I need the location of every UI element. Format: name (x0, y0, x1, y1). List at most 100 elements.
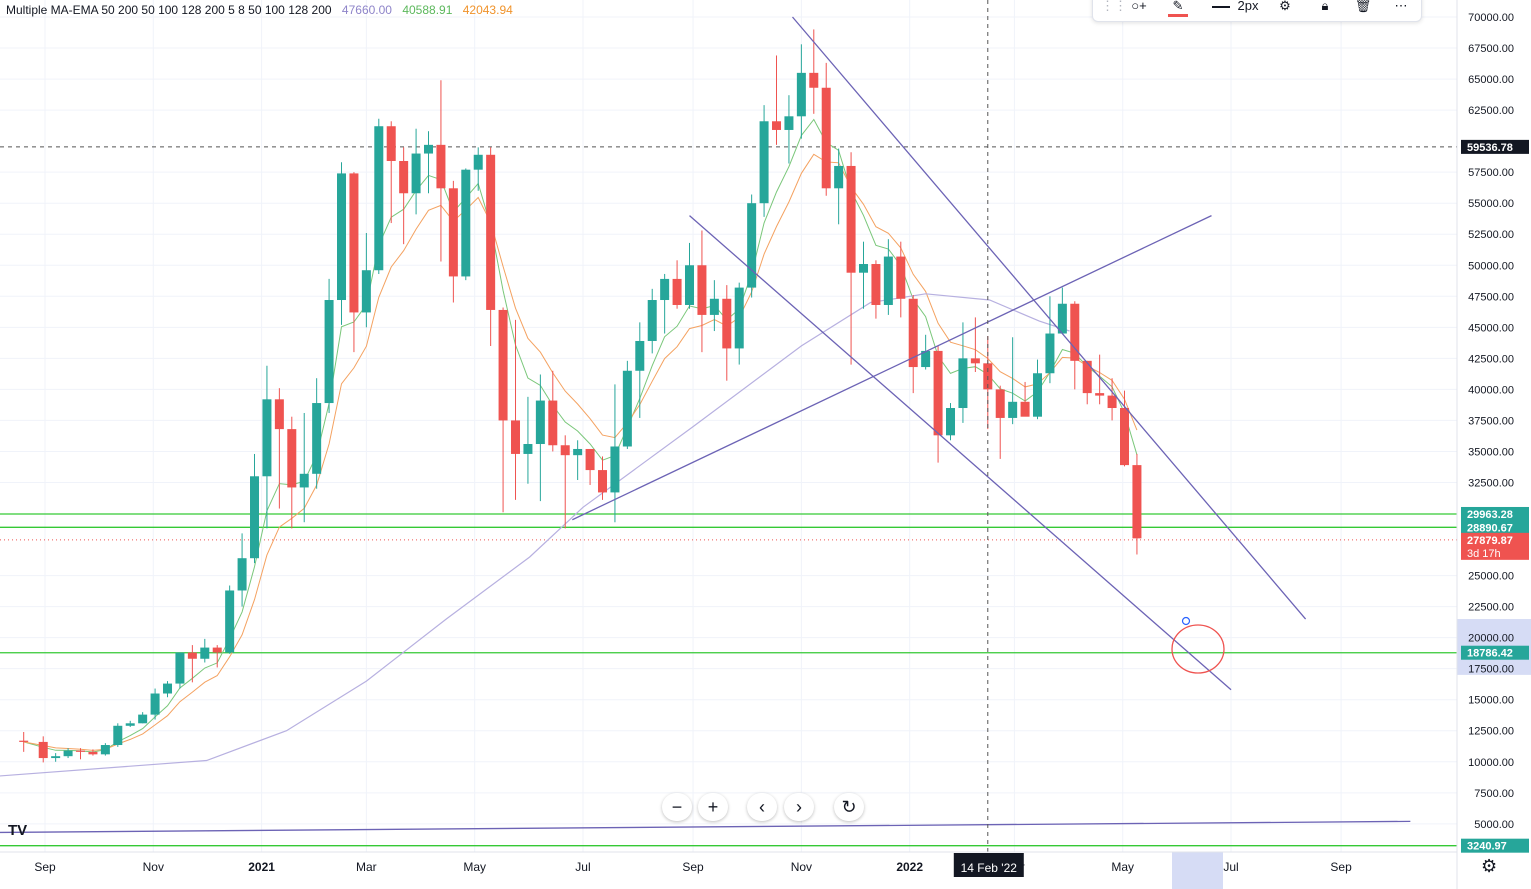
circle-annotation[interactable] (1171, 624, 1225, 674)
zoom-in-button[interactable]: + (698, 793, 728, 821)
time-highlight-band (1172, 852, 1223, 889)
scroll-right-button[interactable]: › (784, 793, 814, 821)
crosshair-date-label: 14 Feb '22 (961, 861, 1018, 875)
time-axis[interactable]: SepNov2021MarMayJulSepNov2022MarMayJulSe… (0, 0, 1458, 889)
candle-down (88, 751, 98, 755)
candle-up (113, 725, 123, 746)
candle-up (150, 693, 160, 715)
minus-icon: − (671, 797, 683, 817)
candle-up (796, 72, 806, 117)
pencil-icon[interactable]: ✎ (1167, 0, 1189, 17)
candle-down (970, 358, 980, 364)
candle-up (51, 756, 61, 759)
tradingview-logo[interactable]: TV (8, 822, 28, 839)
price-label-bg (1461, 838, 1529, 853)
time-tick-label: Sep (34, 860, 56, 874)
candle-down (399, 160, 409, 194)
candle-up (958, 358, 968, 409)
candle-down (871, 264, 881, 305)
trendline (572, 215, 1212, 521)
time-tick-label: Jul (575, 860, 590, 874)
trash-icon[interactable]: 🗑︎ (1354, 0, 1372, 13)
price-tick-label: 42500.00 (1468, 353, 1514, 365)
candle-down (672, 278, 682, 305)
candle-up (63, 750, 73, 757)
price-tick-label: 50000.00 (1468, 260, 1514, 272)
scroll-left-button[interactable]: ‹ (747, 793, 777, 821)
candle-up (374, 126, 384, 271)
candle-up (946, 408, 956, 436)
reset-chart-button[interactable]: ↻ (834, 793, 864, 821)
line-width-button[interactable]: 2px (1205, 0, 1265, 15)
drag-handle-icon[interactable]: ⋮⋮ (1101, 0, 1127, 13)
candle-up (312, 403, 322, 474)
candle-up (573, 448, 583, 456)
candle-down (560, 445, 570, 456)
price-tick-label: 67500.00 (1468, 43, 1514, 55)
line-width-label: 2px (1237, 0, 1259, 13)
price-tick-label: 57500.00 (1468, 167, 1514, 179)
candle-up (610, 446, 620, 493)
price-label-bg (1461, 520, 1529, 535)
time-tick-label: Nov (143, 860, 164, 874)
price-tick-label: 40000.00 (1468, 384, 1514, 396)
indicator-name: Multiple MA-EMA 50 200 50 100 128 200 5 … (6, 3, 332, 17)
price-tick-label: 25000.00 (1468, 571, 1514, 583)
candlesticks (19, 29, 1142, 763)
candle-up (250, 476, 260, 559)
add-object-icon[interactable]: ○+ (1131, 0, 1147, 13)
price-tick-label: 12500.00 (1468, 726, 1514, 738)
last-price-label-bg (1461, 532, 1529, 560)
candle-down (436, 144, 446, 189)
candle-up (1008, 401, 1018, 418)
candle-up (660, 278, 670, 301)
trendline (0, 820, 1411, 834)
zoom-out-button[interactable]: − (662, 793, 692, 821)
trendlines[interactable] (0, 16, 1411, 834)
candle-down (1120, 408, 1130, 466)
time-tick-label: 2021 (248, 860, 275, 874)
candle-up (411, 153, 421, 194)
candle-down (187, 652, 197, 659)
candle-down (498, 309, 508, 421)
candle-up (709, 298, 719, 315)
lock-icon[interactable]: 🔒︎ (1321, 0, 1329, 13)
price-tick-label: 5000.00 (1474, 819, 1514, 831)
ema-8-line (23, 153, 1138, 751)
price-tick-label: 7500.00 (1474, 788, 1514, 800)
price-label: 29963.28 (1467, 509, 1513, 521)
price-tick-label: 15000.00 (1468, 695, 1514, 707)
countdown-label: 3d 17h (1467, 548, 1501, 560)
legend-value-2: 40588.91 (402, 3, 453, 17)
candle-up (1033, 373, 1043, 417)
more-icon[interactable]: ⋯ (1394, 0, 1408, 13)
candle-down (908, 298, 918, 368)
trendline-handle[interactable] (1181, 616, 1191, 626)
candle-up (647, 300, 657, 341)
price-label: 3240.97 (1467, 841, 1507, 853)
chart-settings-icon[interactable]: ⚙ (1481, 856, 1498, 876)
candle-down (896, 256, 906, 299)
price-axis[interactable]: 70000.00 67500.00 65000.00 62500.00 57500.00… (1457, 0, 1531, 853)
time-tick-label: Jul (1223, 860, 1238, 874)
candle-down (1020, 401, 1030, 417)
candle-down (448, 188, 458, 277)
candle-down (1082, 360, 1092, 394)
candle-down (1095, 393, 1105, 396)
price-tick-label: 37500.00 (1468, 415, 1514, 427)
candle-up (1045, 333, 1055, 374)
candle-up (163, 683, 173, 694)
candle-down (722, 298, 732, 349)
candle-up (685, 265, 695, 305)
settings-icon[interactable]: ⚙ (1279, 0, 1291, 13)
candle-up (1057, 303, 1067, 334)
price-tick-label: 32500.00 (1468, 477, 1514, 489)
last-price-label: 27879.87 (1467, 535, 1513, 547)
price-tick-label: 10000.00 (1468, 757, 1514, 769)
price-tick-label: 20000.00 (1468, 633, 1514, 645)
candle-up (473, 154, 483, 170)
candle-down (1070, 303, 1080, 361)
price-tick-label: 62500.00 (1468, 105, 1514, 117)
legend-value-1: 47660.00 (341, 3, 392, 17)
